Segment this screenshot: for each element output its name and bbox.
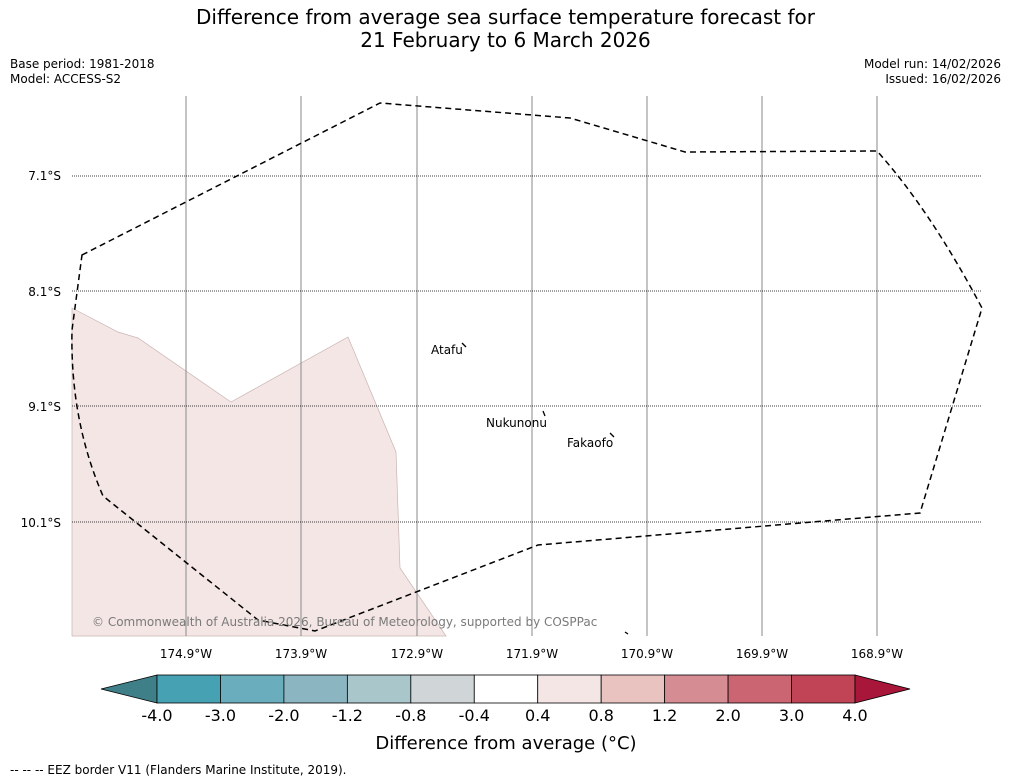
lon-label: 174.9°W [160, 647, 212, 661]
place-label: Nukunonu [486, 416, 547, 430]
colorbar-segment [410, 674, 475, 704]
colorbar-tick-label: -3.0 [205, 706, 236, 725]
title-line-1: Difference from average sea surface temp… [195, 5, 815, 29]
model-name: Model: ACCESS-S2 [10, 72, 122, 86]
colorbar-segment [537, 674, 602, 704]
colorbar-tick-label: 2.0 [715, 706, 740, 725]
atoll-atafu [461, 342, 467, 348]
place-label: Atafu [431, 343, 463, 357]
colorbar-tick-label: -0.4 [459, 706, 490, 725]
anomaly-region [71, 307, 447, 637]
atoll-fakaofo [609, 432, 615, 438]
colorbar-segment [727, 674, 792, 704]
lat-label: 9.1°S [28, 400, 61, 414]
lat-label: 7.1°S [28, 169, 61, 183]
base-period: Base period: 1981-2018 [10, 57, 155, 71]
lon-label: 173.9°W [275, 647, 327, 661]
colorbar-label: Difference from average (°C) [375, 733, 636, 754]
meta-right: Model run: 14/02/2026 Issued: 16/02/2026 [864, 57, 1001, 87]
atoll-nukunonu [542, 410, 546, 417]
atolls [461, 342, 629, 635]
colorbar-segment [220, 674, 285, 704]
colorbar-segment [664, 674, 729, 704]
issued-date: Issued: 16/02/2026 [885, 72, 1001, 86]
colorbar-segment [283, 674, 348, 704]
lon-label: 169.9°W [736, 647, 788, 661]
colorbar-tick-label: 1.2 [652, 706, 677, 725]
lat-label: 8.1°S [28, 285, 61, 299]
meta-left: Base period: 1981-2018 Model: ACCESS-S2 [10, 57, 155, 87]
model-run: Model run: 14/02/2026 [863, 57, 1001, 71]
title-line-2: 21 February to 6 March 2026 [360, 28, 651, 52]
map-title: Difference from average sea surface temp… [0, 6, 1011, 52]
lon-label: 168.9°W [851, 647, 903, 661]
place-label: Fakaofo [567, 436, 613, 450]
colorbar-segment [346, 674, 412, 704]
footer-legend: -- -- -- EEZ border V11 (Flanders Marine… [10, 763, 347, 777]
parallel-lines [72, 175, 982, 523]
eez-border [71, 102, 983, 632]
lat-label: 10.1°S [21, 516, 61, 530]
meridian-lines [185, 96, 878, 636]
colorbar-extend-high [854, 674, 911, 704]
colorbar-segment [600, 674, 666, 704]
lon-label: 171.9°W [506, 647, 558, 661]
lon-label: 172.9°W [391, 647, 443, 661]
colorbar-segment [156, 674, 221, 704]
copyright-text: © Commonwealth of Australia 2026, Bureau… [92, 615, 597, 629]
colorbar-tick-label: -0.8 [395, 706, 426, 725]
colorbar-tick-label: 4.0 [842, 706, 867, 725]
colorbar-tick-label: -1.2 [332, 706, 363, 725]
colorbar-ticks: -4.0 -3.0 -2.0 -1.2 -0.8 -0.4 0.4 0.8 1.2 2.0 3.0 4… [141, 706, 867, 725]
colorbar-extend-low [100, 674, 158, 704]
colorbar-segment [473, 674, 539, 704]
colorbar-segment [791, 674, 856, 704]
colorbar-tick-label: 0.8 [588, 706, 613, 725]
colorbar [100, 674, 911, 704]
lon-label: 170.9°W [621, 647, 673, 661]
colorbar-tick-label: 3.0 [779, 706, 804, 725]
colorbar-tick-label: -4.0 [141, 706, 172, 725]
colorbar-tick-label: -2.0 [268, 706, 299, 725]
colorbar-tick-label: 0.4 [525, 706, 550, 725]
atoll-swains [624, 631, 629, 635]
